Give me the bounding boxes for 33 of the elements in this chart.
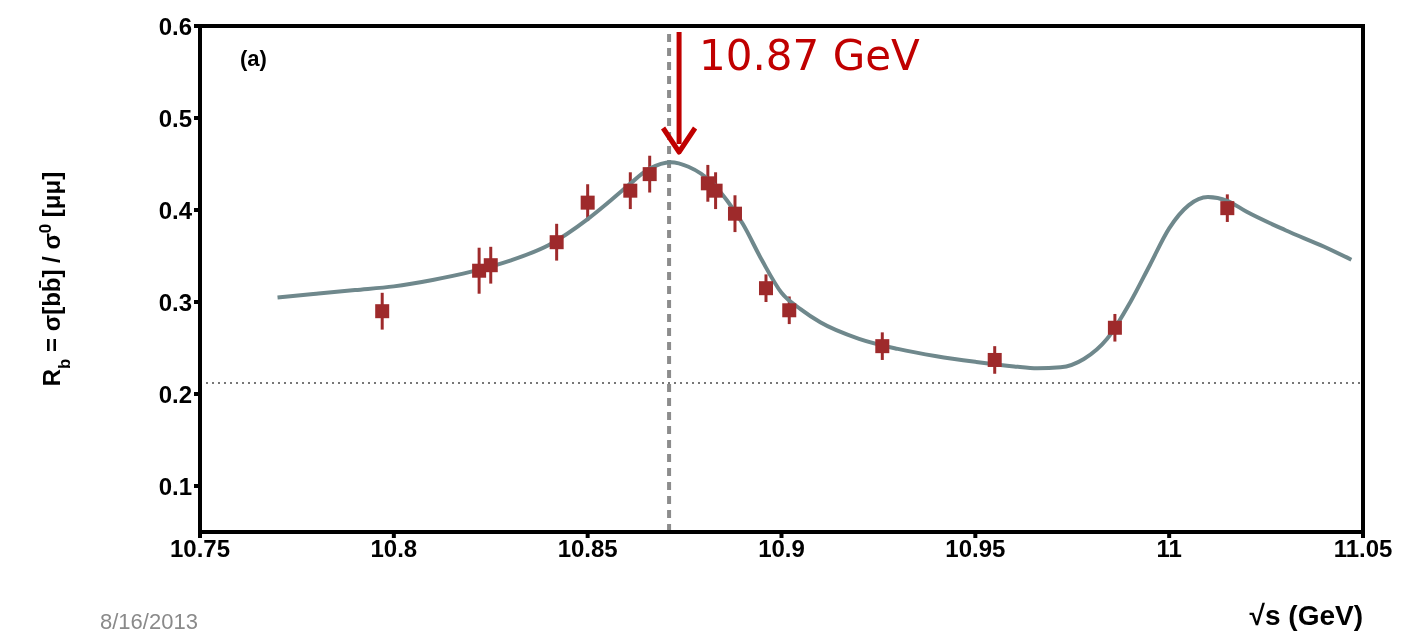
y-tick-label: 0.6	[158, 12, 192, 40]
point	[727, 206, 742, 221]
point	[549, 235, 564, 250]
point	[375, 304, 390, 319]
point	[875, 339, 890, 354]
x-tick-label: 10.9	[758, 535, 805, 563]
point	[623, 183, 638, 198]
y-tick-label: 0.4	[158, 196, 193, 224]
x-tick-label: 10.75	[169, 535, 231, 563]
point	[642, 167, 657, 182]
x-tick-label: 10.8	[370, 535, 418, 563]
y-tick-label: 0.3	[158, 288, 192, 316]
y-tick-label: 0.5	[158, 104, 192, 132]
text: 8/16/2013	[100, 609, 198, 633]
point	[1220, 201, 1235, 216]
y-tick-label: 0.2	[158, 380, 192, 408]
point	[708, 183, 723, 198]
point	[1107, 320, 1122, 335]
ref-line-label: 10.87 GeV	[699, 31, 921, 80]
x-tick-label: 10.95	[945, 535, 1006, 563]
point	[758, 281, 773, 296]
x-tick-label: 10.85	[557, 535, 618, 563]
point	[987, 352, 1002, 367]
point	[483, 258, 498, 273]
point	[580, 195, 595, 210]
x-tick-label: 11.05	[1333, 535, 1393, 563]
annotation: (a)	[240, 46, 267, 71]
line-series	[275, 160, 1354, 371]
point	[472, 263, 487, 278]
y-tick-label: 0.1	[158, 472, 192, 500]
x-axis-title: √s (GeV)	[1249, 600, 1363, 631]
x-tick-label: 11	[1156, 535, 1182, 563]
point	[782, 303, 797, 318]
